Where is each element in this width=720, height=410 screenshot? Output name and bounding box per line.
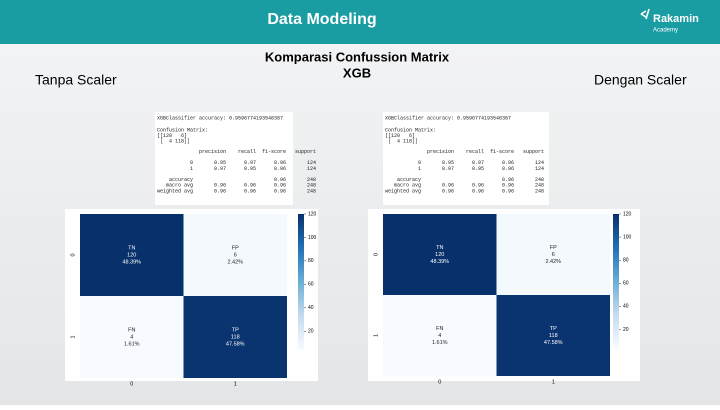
heatmap-cell (183, 214, 287, 296)
cell-value: 118 (231, 334, 240, 340)
cell-value: 120 (435, 252, 444, 258)
colorbar-tick-label: 60 (623, 281, 629, 287)
colorbar-tick-label: 40 (308, 305, 314, 311)
logo: Rakamin Academy (640, 8, 699, 34)
cell-percent: 48.39% (122, 259, 141, 265)
colorbar-tick-label: 120 (623, 211, 632, 217)
subtitle: Komparasi Confussion Matrix (265, 49, 450, 64)
x-tick-label: 1 (234, 381, 237, 387)
colorbar-tick-label: 20 (623, 327, 629, 333)
report-box (383, 112, 549, 205)
report-line: Confusion Matrix: (385, 127, 436, 133)
colorbar-tick-label: 80 (623, 258, 629, 264)
report-line: precision recall f1-score support (385, 149, 544, 155)
report-line: 0 0.95 0.97 0.96 124 (385, 160, 544, 166)
colorbar (298, 214, 304, 350)
report-line: Confusion Matrix: (157, 127, 208, 133)
cell-percent: 48.39% (430, 259, 449, 265)
heatmap-cell (80, 296, 184, 378)
colorbar-tick-label: 100 (308, 235, 317, 241)
cell-percent: 1.61% (124, 341, 140, 347)
colorbar-tick-label: 40 (623, 304, 629, 310)
colorbar-tick-label: 60 (308, 282, 314, 288)
subtitle: XGB (343, 65, 371, 80)
cell-label: TP (232, 327, 239, 333)
logo-subtext: Academy (653, 28, 678, 34)
report-line: weighted avg 0.96 0.96 0.96 248 (157, 189, 316, 195)
cell-label: FN (128, 327, 135, 333)
report-line: accuracy 0.96 248 (157, 177, 316, 183)
report-line: [ 4 118]] (385, 139, 418, 145)
heatmap-cell (183, 296, 287, 378)
cell-label: TN (128, 245, 135, 251)
panel-label: Tanpa Scaler (35, 72, 117, 88)
report-line: precision recall f1-score support (157, 149, 316, 155)
x-tick-label: 1 (552, 379, 555, 385)
report-line: XGBClassifier accuracy: 0.95967741935483… (385, 115, 511, 121)
report-line: 1 0.97 0.95 0.96 124 (157, 166, 316, 172)
cell-value: 6 (234, 252, 237, 258)
report-line: [[120 6] (157, 133, 187, 139)
cell-label: FP (550, 245, 557, 251)
y-tick-label: 0 (373, 253, 379, 256)
cell-label: FP (232, 245, 239, 251)
report-box (155, 112, 293, 205)
heatmap-cell (383, 214, 497, 295)
report-line: accuracy 0.96 248 (385, 177, 544, 183)
cell-percent: 2.42% (545, 259, 561, 265)
cell-percent: 2.42% (227, 259, 243, 265)
cell-value: 4 (438, 333, 441, 339)
heatmap-cell (496, 295, 610, 376)
logo-icon (640, 8, 650, 20)
colorbar (613, 214, 619, 348)
heatmap-cell (80, 214, 184, 296)
cell-value: 4 (130, 334, 133, 340)
colorbar-tick-label: 100 (623, 234, 632, 240)
report-line: 0 0.95 0.97 0.96 124 (157, 160, 316, 166)
cell-label: TN (436, 245, 443, 251)
y-tick-label: 1 (373, 334, 379, 337)
cell-label: TP (550, 326, 557, 332)
panel-label: Dengan Scaler (594, 72, 687, 88)
report-line: macro avg 0.96 0.96 0.96 248 (157, 183, 316, 189)
report-line: XGBClassifier accuracy: 0.95967741935483… (157, 115, 283, 121)
cell-value: 120 (127, 252, 136, 258)
report-line: weighted avg 0.96 0.96 0.96 248 (385, 189, 544, 195)
cell-value: 6 (552, 252, 555, 258)
heatmap-cell (383, 295, 497, 376)
header-title: Data Modeling (267, 11, 376, 28)
cell-percent: 1.61% (432, 340, 448, 346)
y-tick-label: 0 (70, 253, 76, 256)
x-tick-label: 0 (130, 381, 133, 387)
heatmap-cell (496, 214, 610, 295)
x-tick-label: 0 (438, 379, 441, 385)
cell-label: FN (436, 326, 443, 332)
colorbar-tick-label: 80 (308, 258, 314, 264)
cell-percent: 47.58% (544, 340, 563, 346)
report-line: 1 0.97 0.95 0.96 124 (385, 166, 544, 172)
logo-text: Rakamin (653, 13, 699, 25)
cell-value: 118 (549, 333, 558, 339)
y-tick-label: 1 (70, 335, 76, 338)
report-line: [ 4 118]] (157, 139, 190, 145)
report-line: [[120 6] (385, 133, 415, 139)
colorbar-tick-label: 120 (308, 211, 317, 217)
report-line: macro avg 0.96 0.96 0.96 248 (385, 183, 544, 189)
colorbar-tick-label: 20 (308, 329, 314, 335)
cell-percent: 47.58% (226, 341, 245, 347)
header-bar (0, 0, 720, 44)
